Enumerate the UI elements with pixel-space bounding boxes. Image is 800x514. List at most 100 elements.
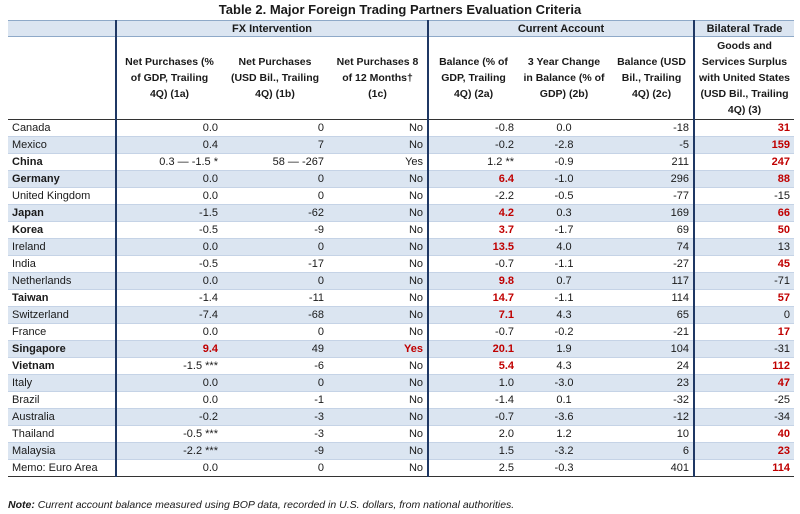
cell-1c: No	[328, 255, 429, 273]
footnote-text: Current account balance measured using B…	[34, 499, 515, 511]
cell-1c: No	[328, 408, 429, 426]
group-header-blank	[8, 20, 116, 37]
cell-2c: -21	[610, 323, 695, 341]
cell-2c: -12	[610, 408, 695, 426]
cell-2b: -3.0	[518, 374, 611, 392]
cell-2a: 20.1	[427, 340, 519, 358]
cell-2c: -5	[610, 136, 695, 154]
cell-2c: 104	[610, 340, 695, 358]
cell-1c: No	[328, 221, 429, 239]
cell-2a: -0.7	[427, 323, 519, 341]
country-name: Vietnam	[8, 357, 116, 375]
country-name: China	[8, 153, 116, 171]
cell-1a: 0.4	[115, 136, 222, 154]
cell-1b: 0	[222, 323, 328, 341]
cell-1a: -0.5	[115, 221, 222, 239]
cell-2a: 6.4	[427, 170, 519, 188]
cell-2b: 0.7	[518, 272, 611, 290]
cell-2a: -1.4	[427, 391, 519, 409]
cell-1c: No	[328, 391, 429, 409]
cell-2b: 1.2	[518, 425, 611, 443]
cell-1a: 0.0	[115, 119, 222, 137]
country-name: Korea	[8, 221, 116, 239]
cell-1b: 58 — -267	[222, 153, 328, 171]
cell-1a: -2.2 ***	[115, 442, 222, 460]
cell-2c: 74	[610, 238, 695, 256]
cell-1c: Yes	[328, 340, 429, 358]
cell-2c: 24	[610, 357, 695, 375]
cell-2a: 3.7	[427, 221, 519, 239]
cell-1c: No	[328, 459, 429, 477]
cell-1b: 0	[222, 119, 328, 137]
cell-3: 40	[693, 425, 795, 443]
cell-2a: 13.5	[427, 238, 519, 256]
cell-3: 45	[693, 255, 795, 273]
cell-1c: No	[328, 442, 429, 460]
cell-1b: -3	[222, 425, 328, 443]
country-name: Memo: Euro Area	[8, 459, 116, 477]
cell-2c: 401	[610, 459, 695, 477]
cell-1b: -6	[222, 357, 328, 375]
cell-2a: 4.2	[427, 204, 519, 222]
country-name: United Kingdom	[8, 187, 116, 205]
cell-1b: -9	[222, 221, 328, 239]
column-header-1c: Net Purchases 8 of 12 Months† (1c)	[328, 36, 429, 120]
cell-3: 0	[693, 306, 795, 324]
cell-2c: 296	[610, 170, 695, 188]
column-header-2a: Balance (% of GDP, Trailing 4Q) (2a)	[427, 36, 519, 120]
cell-1a: 0.0	[115, 459, 222, 477]
table-row: China 0.3 — -1.5 * 58 — -267 Yes 1.2 ** -0.9 2…	[8, 153, 795, 171]
cell-2a: -0.2	[427, 136, 519, 154]
cell-1a: 9.4	[115, 340, 222, 358]
country-name: Taiwan	[8, 289, 116, 307]
cell-1a: 0.0	[115, 272, 222, 290]
cell-1c: No	[328, 289, 429, 307]
cell-1b: 0	[222, 459, 328, 477]
country-name: Mexico	[8, 136, 116, 154]
cell-1c: No	[328, 119, 429, 137]
cell-1c: No	[328, 238, 429, 256]
cell-3: -71	[693, 272, 795, 290]
cell-1a: -1.4	[115, 289, 222, 307]
table-row: Thailand -0.5 *** -3 No 2.0 1.2 10 40	[8, 425, 795, 443]
cell-1a: 0.3 — -1.5 *	[115, 153, 222, 171]
cell-1a: -7.4	[115, 306, 222, 324]
cell-1b: -68	[222, 306, 328, 324]
cell-2a: 5.4	[427, 357, 519, 375]
country-name: India	[8, 255, 116, 273]
cell-2a: -0.8	[427, 119, 519, 137]
cell-2b: 4.0	[518, 238, 611, 256]
country-name: Italy	[8, 374, 116, 392]
cell-2c: 114	[610, 289, 695, 307]
cell-1b: 49	[222, 340, 328, 358]
cell-2a: 9.8	[427, 272, 519, 290]
cell-2a: -2.2	[427, 187, 519, 205]
cell-1b: -11	[222, 289, 328, 307]
country-name: Singapore	[8, 340, 116, 358]
cell-1b: 0	[222, 238, 328, 256]
cell-1c: No	[328, 204, 429, 222]
cell-2c: 169	[610, 204, 695, 222]
cell-2b: -0.5	[518, 187, 611, 205]
cell-1b: -9	[222, 442, 328, 460]
table-row: Korea -0.5 -9 No 3.7 -1.7 69 50	[8, 221, 795, 239]
cell-3: 50	[693, 221, 795, 239]
cell-2b: 0.1	[518, 391, 611, 409]
country-name: Brazil	[8, 391, 116, 409]
cell-1c: No	[328, 306, 429, 324]
table-row: Brazil 0.0 -1 No -1.4 0.1 -32 -25	[8, 391, 795, 409]
cell-2b: -0.2	[518, 323, 611, 341]
evaluation-table: FX Intervention Current Account Bilatera…	[8, 20, 795, 477]
cell-3: 57	[693, 289, 795, 307]
cell-1b: 0	[222, 170, 328, 188]
cell-1a: -1.5	[115, 204, 222, 222]
cell-2b: -1.1	[518, 255, 611, 273]
cell-1c: No	[328, 425, 429, 443]
cell-3: 112	[693, 357, 795, 375]
cell-1a: -0.5 ***	[115, 425, 222, 443]
cell-1c: No	[328, 170, 429, 188]
table-row: Mexico 0.4 7 No -0.2 -2.8 -5 159	[8, 136, 795, 154]
cell-1c: Yes	[328, 153, 429, 171]
cell-2b: -1.0	[518, 170, 611, 188]
